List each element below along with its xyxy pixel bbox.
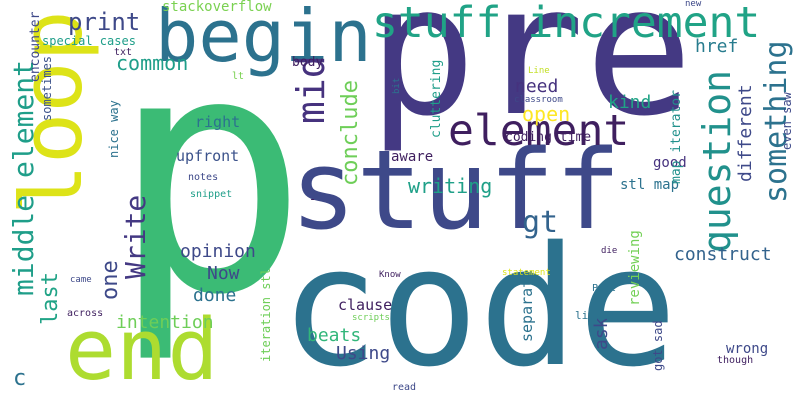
cloud-word: Write (119, 194, 152, 279)
cloud-word: different (735, 84, 756, 182)
cloud-word: begin (155, 0, 372, 78)
cloud-word: stl map (620, 177, 680, 193)
cloud-word: body (292, 55, 324, 70)
cloud-word: kind (608, 92, 652, 113)
cloud-word: new (685, 0, 702, 9)
cloud-word: Line (528, 66, 550, 76)
cloud-word: writing (408, 174, 493, 198)
cloud-word: stuff increment (372, 0, 761, 48)
cloud-word: txt (114, 47, 133, 58)
cloud-word: scripts (352, 313, 390, 323)
cloud-word: even saw (780, 92, 794, 150)
cloud-word: need (515, 76, 559, 97)
cloud-word: wrong (726, 341, 769, 357)
cloud-word: href (695, 36, 739, 57)
cloud-word: statement (502, 268, 551, 278)
cloud-word: coding time (505, 130, 592, 145)
cloud-word: beats (307, 325, 362, 346)
cloud-word: reviewing (627, 230, 643, 306)
cloud-word: classroom (514, 95, 563, 105)
cloud-word: intention (116, 312, 214, 333)
cloud-word: opinion (180, 241, 256, 262)
cloud-word: end (65, 301, 219, 400)
cloud-word: c (13, 366, 27, 391)
cloud-word: aware (391, 149, 434, 165)
cloud-word: good (653, 155, 687, 171)
cloud-word: done (193, 285, 237, 306)
cloud-word: special cases (42, 34, 136, 48)
cloud-word: element (448, 106, 630, 156)
cloud-word: - (309, 192, 317, 206)
cloud-word: Perl (592, 283, 617, 294)
cloud-word: die (601, 246, 618, 256)
cloud-word: last (38, 272, 63, 325)
cloud-word: map iterator (669, 90, 684, 184)
cloud-word: question (695, 69, 739, 253)
cloud-word: code (280, 211, 678, 400)
cloud-word: bit (392, 77, 402, 94)
cloud-word: though (717, 355, 754, 366)
cloud-word: got sad (651, 320, 665, 371)
cloud-word: upfront (176, 147, 240, 165)
cloud-word: one (98, 260, 123, 300)
cloud-word: Know (379, 270, 401, 280)
cloud-word: separate (518, 269, 536, 342)
cloud-word: stuff (290, 126, 622, 254)
cloud-word: gt (522, 205, 559, 240)
cloud-word: nice way (107, 100, 121, 158)
cloud-word: little (575, 309, 615, 322)
cloud-word: Now (207, 263, 240, 284)
cloud-word: iteration stl (259, 268, 273, 362)
cloud-word: sometimes (40, 55, 54, 121)
cloud-word: print (68, 8, 141, 36)
cloud-word: came (70, 275, 92, 285)
cloud-word: middle element (7, 59, 40, 296)
cloud-word: clause (338, 296, 393, 314)
cloud-word: notes (188, 172, 219, 183)
cloud-word: Using (336, 343, 391, 364)
cloud-word: snippet (190, 189, 233, 200)
cloud-word: ask (591, 317, 612, 350)
cloud-word: read (392, 382, 417, 393)
cloud-word: open (522, 102, 571, 126)
cloud-word: stackoverflow (162, 0, 272, 15)
cloud-word: p (110, 0, 309, 367)
cloud-word: construct (674, 244, 772, 265)
cloud-word: conclude (338, 80, 363, 186)
cloud-word: right (195, 113, 241, 131)
cloud-word: across (67, 308, 104, 319)
cloud-word: pre (368, 0, 694, 156)
cloud-word: common (116, 51, 189, 75)
cloud-word: lt (232, 71, 245, 82)
cloud-word: cluttering (429, 59, 444, 138)
